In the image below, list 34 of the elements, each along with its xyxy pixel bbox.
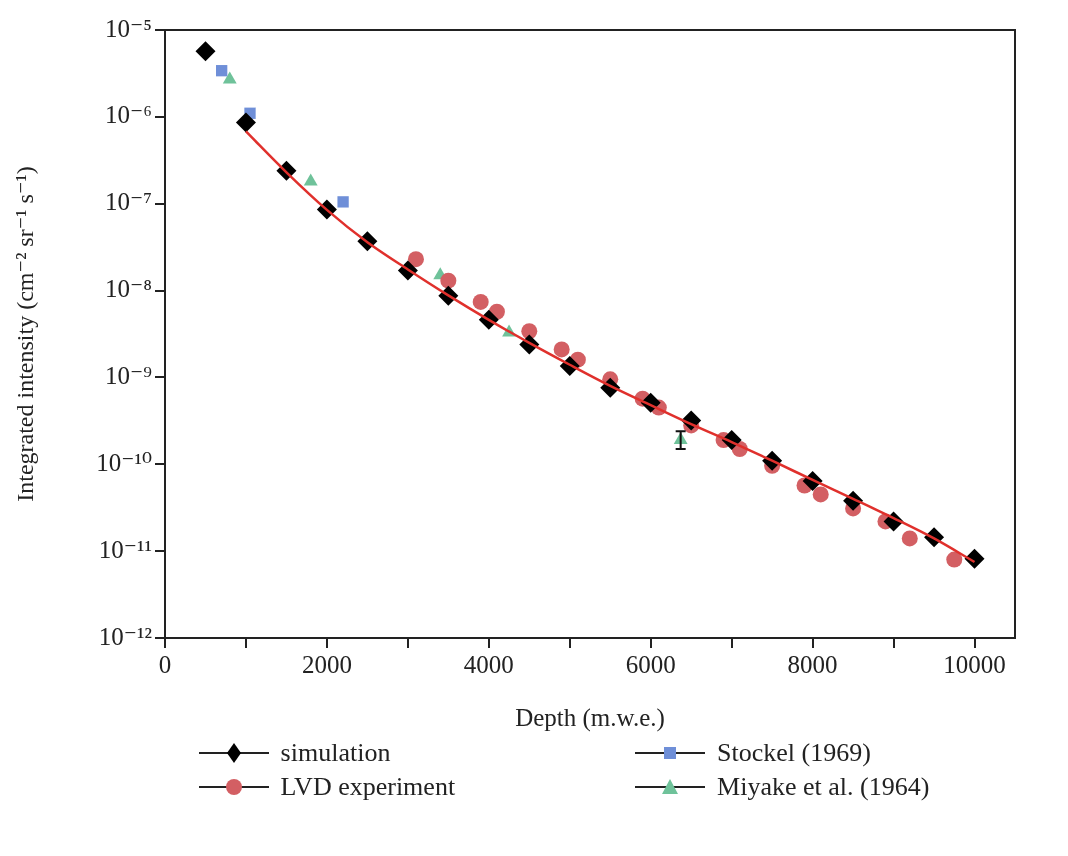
y-tick-label: 10⁻¹⁰	[96, 448, 152, 476]
x-tick-label: 4000	[463, 650, 514, 678]
y-tick-label: 10⁻⁸	[105, 275, 152, 303]
point	[303, 173, 318, 186]
point	[553, 341, 570, 358]
y-tick-label: 10⁻⁶	[105, 101, 152, 129]
point	[812, 486, 829, 503]
point	[235, 112, 256, 133]
y-tick-label: 10⁻⁵	[105, 14, 152, 42]
point	[946, 551, 963, 568]
x-tick-label: 0	[158, 650, 172, 678]
x-tick-label: 10000	[943, 650, 1006, 678]
y-tick-label: 10⁻¹¹	[98, 535, 152, 563]
legend-label: LVD experiment	[280, 772, 456, 802]
point	[472, 293, 489, 310]
x-tick-label: 8000	[787, 650, 838, 678]
legend-label: Miyake et al. (1964)	[717, 772, 930, 802]
y-tick-label: 10⁻⁹	[105, 361, 152, 389]
x-tick-label: 2000	[301, 650, 352, 678]
legend-label: Stockel (1969)	[717, 738, 871, 768]
y-tick-label: 10⁻¹²	[98, 622, 152, 650]
y-axis-title: Integrated intensity (cm⁻² sr⁻¹ s⁻¹)	[11, 166, 38, 502]
point	[521, 323, 538, 340]
point	[337, 196, 349, 208]
x-axis-title: Depth (m.w.e.)	[515, 703, 665, 732]
point	[195, 41, 216, 62]
point	[222, 71, 237, 84]
x-tick-label: 6000	[625, 650, 676, 678]
point	[216, 65, 228, 77]
y-tick-label: 10⁻⁷	[105, 188, 152, 216]
point	[901, 530, 918, 547]
legend-label: simulation	[280, 738, 391, 768]
point	[440, 272, 457, 289]
point	[407, 251, 424, 268]
